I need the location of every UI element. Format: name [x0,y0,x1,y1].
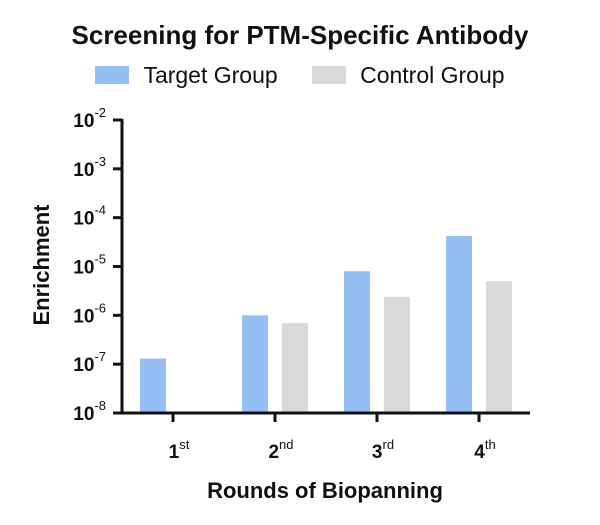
x-tick-label-1: 2nd [268,437,293,463]
legend-swatch-target [95,66,130,84]
y-tick-label-1: 10-3 [73,154,106,181]
x-axis-label: Rounds of Biopanning [207,478,443,503]
legend-label-target: Target Group [143,62,278,88]
bar-target-round-2 [242,315,268,412]
legend-entry-target: Target Group [95,62,278,89]
y-tick-label-5: 10-7 [73,349,106,376]
bar-control-round-2 [282,322,308,412]
legend: Target Group Control Group [0,62,600,89]
y-tick-label-2: 10-4 [73,203,106,230]
bar-target-round-4 [446,236,472,412]
legend-swatch-control [312,66,347,84]
y-tick-label-0: 10-2 [73,105,106,132]
chart-title: Screening for PTM-Specific Antibody [71,20,529,50]
x-tick-label-3: 4th [474,437,495,463]
x-tick-label-2: 3rd [372,437,394,463]
bar-control-round-4 [486,281,512,412]
y-tick-label-4: 10-6 [73,300,106,327]
bar-target-round-1 [140,358,166,412]
legend-label-control: Control Group [360,62,505,88]
x-tick-label-0: 1st [169,437,190,463]
bar-control-round-3 [384,296,410,412]
y-tick-label-3: 10-5 [73,252,106,279]
legend-entry-control: Control Group [312,62,505,89]
y-tick-label-6: 10-8 [73,398,106,425]
bar-target-round-3 [344,271,370,412]
